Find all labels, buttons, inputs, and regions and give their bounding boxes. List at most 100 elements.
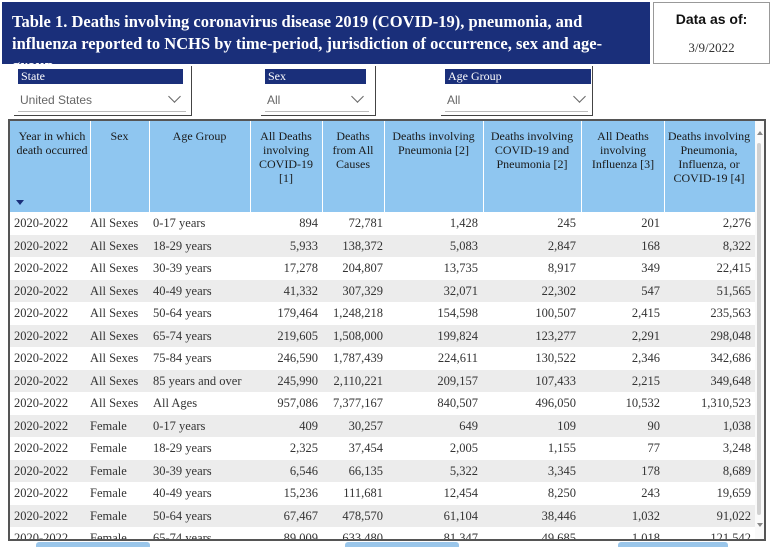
cell-sex: Female: [90, 463, 127, 478]
scroll-up-icon[interactable]: [757, 131, 763, 135]
sort-descending-icon[interactable]: [16, 200, 24, 205]
table-row[interactable]: 2020-2022 Female 40-49 years 15,236 111,681 1…: [10, 482, 755, 504]
cell-covid-deaths: 179,464: [277, 306, 318, 320]
cell-year: 2020-2022: [14, 463, 69, 478]
cell-pneumonia: 1,428: [449, 216, 478, 230]
table-row[interactable]: 2020-2022 Female 18-29 years 2,325 37,454 2,0…: [10, 437, 755, 459]
cell-influenza: 90: [647, 418, 661, 433]
column-separator: [90, 121, 91, 212]
cell-year: 2020-2022: [14, 328, 69, 343]
column-header-all-causes[interactable]: Deaths from All Causes: [332, 129, 374, 171]
column-header-pneumonia-influenza-covid[interactable]: Deaths involving Pneumonia, Influenza, o…: [667, 129, 751, 185]
column-header-age-group[interactable]: Age Group: [172, 129, 227, 143]
cell-covid-and-pneumonia: 3,345: [547, 463, 576, 478]
table-row[interactable]: 2020-2022 All Sexes 65-74 years 219,605 1,50…: [10, 324, 755, 347]
cell-year: 2020-2022: [14, 508, 69, 523]
table-row[interactable]: 2020-2022 Female 50-64 years 67,467 478,570 6…: [10, 504, 755, 527]
cell-influenza: 2,346: [631, 351, 660, 365]
cell-year: 2020-2022: [14, 261, 69, 275]
table-row[interactable]: 2020-2022 All Sexes 40-49 years 41,332 307,3…: [10, 279, 755, 302]
column-header-covid-and-pneumonia[interactable]: Deaths involving COVID-19 and Pneumonia …: [490, 129, 574, 171]
table-row[interactable]: 2020-2022 Female 0-17 years 409 30,257 649 109…: [10, 414, 755, 437]
cell-sex: Female: [90, 441, 127, 455]
column-separator: [322, 121, 323, 212]
cell-sex: All Sexes: [90, 238, 139, 253]
sex-dropdown-value: All: [267, 93, 281, 107]
age-group-dropdown[interactable]: All: [445, 88, 588, 112]
bottom-tab[interactable]: [345, 542, 459, 547]
table-row[interactable]: 2020-2022 All Sexes 75-84 years 246,590 1,78…: [10, 347, 755, 369]
column-header-covid-deaths[interactable]: All Deaths involving COVID-19 [1]: [259, 129, 313, 185]
bottom-tab[interactable]: [618, 542, 728, 547]
cell-sex: All Sexes: [90, 396, 139, 410]
cell-all-causes: 1,248,218: [333, 306, 383, 320]
cell-covid-deaths: 5,933: [289, 238, 318, 253]
cell-all-causes: 66,135: [348, 463, 383, 478]
cell-all-causes: 7,377,167: [333, 396, 383, 410]
column-header-year[interactable]: Year in which death occurred: [16, 129, 88, 157]
scroll-down-icon[interactable]: [757, 523, 763, 527]
table-row[interactable]: 2020-2022 All Sexes 30-39 years 17,278 204,8…: [10, 257, 755, 279]
cell-covid-deaths: 67,467: [283, 508, 318, 523]
table-row[interactable]: 2020-2022 All Sexes 50-64 years 179,464 1,24…: [10, 302, 755, 324]
cell-year: 2020-2022: [14, 531, 69, 541]
column-header-sex[interactable]: Sex: [110, 129, 129, 143]
cell-sex: All Sexes: [90, 328, 139, 343]
age-group-filter-label: Age Group: [445, 69, 591, 84]
cell-sex: Female: [90, 508, 127, 523]
cell-age-group: 65-74 years: [153, 531, 212, 541]
cell-covid-and-pneumonia: 2,847: [547, 238, 576, 253]
cell-pneumonia-influenza-covid: 298,048: [710, 328, 751, 343]
column-separator: [483, 121, 484, 212]
cell-year: 2020-2022: [14, 238, 69, 253]
table-row[interactable]: 2020-2022 Female 65-74 years 89,009 633,480 8…: [10, 527, 755, 541]
cell-all-causes: 307,329: [342, 283, 383, 298]
cell-influenza: 1,018: [631, 531, 660, 541]
deaths-table: Year in which death occurred Sex Age Gro…: [8, 119, 766, 541]
cell-pneumonia: 154,598: [437, 306, 478, 320]
cell-pneumonia: 32,071: [443, 283, 478, 298]
cell-pneumonia: 840,507: [437, 396, 478, 410]
vertical-scrollbar[interactable]: [755, 121, 764, 539]
bottom-tab[interactable]: [36, 542, 150, 547]
column-header-influenza[interactable]: All Deaths involving Influenza [3]: [591, 129, 655, 171]
cell-pneumonia: 2,005: [449, 441, 478, 455]
cell-pneumonia-influenza-covid: 121,542: [710, 531, 751, 541]
cell-influenza: 2,415: [631, 306, 660, 320]
cell-age-group: 18-29 years: [153, 238, 212, 253]
table-row[interactable]: 2020-2022 Female 30-39 years 6,546 66,135 5,3…: [10, 459, 755, 482]
cell-sex: Female: [90, 418, 127, 433]
cell-age-group: 50-64 years: [153, 508, 212, 523]
cell-age-group: 40-49 years: [153, 283, 212, 298]
column-separator: [384, 121, 385, 212]
cell-pneumonia: 209,157: [437, 373, 478, 388]
cell-age-group: 18-29 years: [153, 441, 212, 455]
cell-all-causes: 1,508,000: [333, 328, 383, 343]
column-header-pneumonia[interactable]: Deaths involving Pneumonia [2]: [392, 129, 475, 157]
cell-pneumonia-influenza-covid: 51,565: [716, 283, 751, 298]
cell-covid-and-pneumonia: 123,277: [535, 328, 576, 343]
cell-influenza: 178: [641, 463, 660, 478]
cell-all-causes: 2,110,221: [333, 373, 383, 388]
cell-sex: All Sexes: [90, 216, 139, 230]
cell-pneumonia: 61,104: [443, 508, 478, 523]
table-row[interactable]: 2020-2022 All Sexes All Ages 957,086 7,377,1…: [10, 392, 755, 414]
scrollbar-thumb[interactable]: [757, 143, 761, 515]
sex-dropdown[interactable]: All: [265, 88, 369, 112]
cell-all-causes: 1,787,439: [333, 351, 383, 365]
chevron-down-icon: [573, 90, 586, 103]
cell-covid-deaths: 41,332: [283, 283, 318, 298]
cell-all-causes: 37,454: [348, 441, 383, 455]
age-group-filter: Age Group All: [441, 66, 593, 116]
cell-all-causes: 478,570: [342, 508, 383, 523]
table-row[interactable]: 2020-2022 All Sexes 0-17 years 894 72,781 1,4…: [10, 212, 755, 234]
cell-covid-deaths: 6,546: [289, 463, 318, 478]
table-row[interactable]: 2020-2022 All Sexes 85 years and over 245,9…: [10, 369, 755, 392]
state-dropdown[interactable]: United States: [18, 88, 186, 112]
column-separator: [149, 121, 150, 212]
table-row[interactable]: 2020-2022 All Sexes 18-29 years 5,933 138,37…: [10, 234, 755, 257]
cell-covid-and-pneumonia: 22,302: [541, 283, 576, 298]
cell-all-causes: 111,681: [343, 486, 383, 500]
cell-pneumonia-influenza-covid: 8,322: [722, 238, 751, 253]
cell-sex: All Sexes: [90, 261, 139, 275]
